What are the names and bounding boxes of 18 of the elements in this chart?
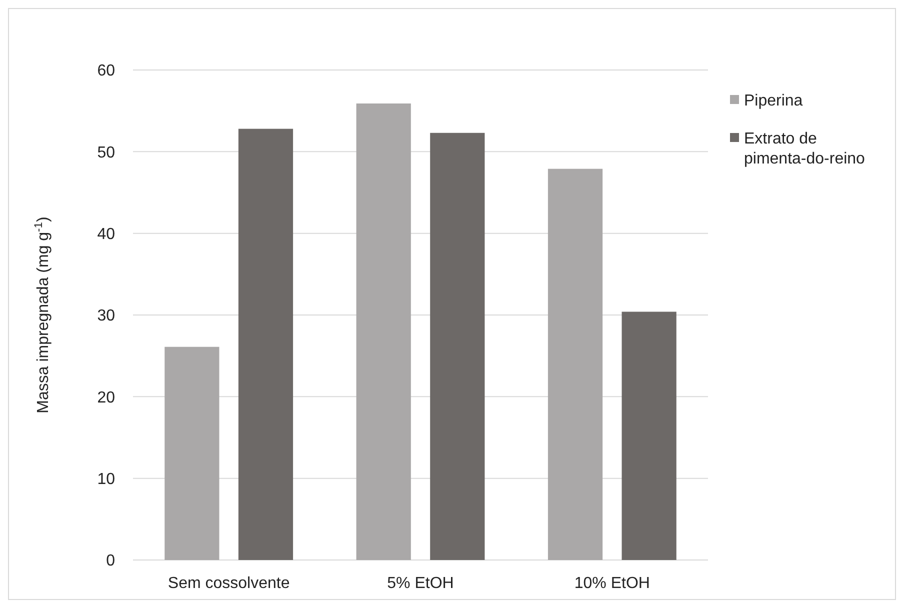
y-tick-label: 50 bbox=[97, 144, 116, 162]
bar bbox=[430, 132, 485, 560]
bar bbox=[356, 103, 411, 560]
y-tick-label: 20 bbox=[97, 389, 116, 406]
bar bbox=[238, 128, 294, 560]
legend-label: Piperina bbox=[744, 92, 803, 110]
bar bbox=[622, 312, 676, 560]
y-tick-label: 30 bbox=[97, 308, 116, 325]
x-tick-label: Sem cossolvente bbox=[168, 575, 290, 592]
y-tick-label: 60 bbox=[97, 62, 116, 80]
x-tick-label: 10% EtOH bbox=[574, 575, 650, 592]
legend-label: Extrato de pimenta-do-reino bbox=[744, 130, 866, 168]
y-tick-label: 0 bbox=[106, 552, 116, 570]
bar bbox=[548, 168, 603, 560]
y-tick-label: 40 bbox=[97, 226, 116, 243]
bar bbox=[164, 346, 220, 560]
x-tick-label: 5% EtOH bbox=[387, 575, 454, 592]
y-tick-label: 10 bbox=[97, 470, 116, 488]
